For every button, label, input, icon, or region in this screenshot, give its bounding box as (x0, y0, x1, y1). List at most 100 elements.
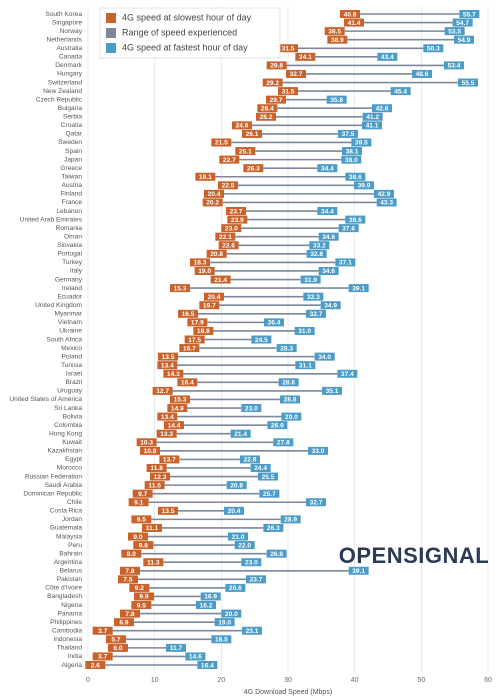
value-label: 29.0 (285, 414, 298, 421)
fast-marker (338, 129, 358, 138)
value-label: 38.6 (349, 174, 362, 181)
category-label: Tunisia (61, 362, 82, 369)
value-label: 9.2 (135, 585, 144, 592)
fast-marker (303, 292, 324, 301)
value-label: 16.5 (182, 311, 195, 318)
slow-marker (190, 258, 210, 267)
fast-marker (454, 35, 474, 44)
fast-marker (273, 438, 294, 447)
value-label: 32.3 (307, 294, 320, 301)
fast-marker (317, 207, 338, 216)
value-label: 17.5 (188, 337, 201, 344)
value-label: 10.3 (140, 440, 153, 447)
value-label: 28.6 (282, 380, 295, 387)
category-label: Algeria (61, 662, 82, 669)
category-label: Lebanon (56, 208, 82, 215)
fast-marker (242, 626, 262, 635)
value-label: 20.4 (208, 191, 221, 198)
value-label: 35.8 (330, 97, 343, 104)
fast-marker (276, 344, 297, 353)
value-label: 26.9 (271, 422, 284, 429)
category-label: Bahrain (59, 550, 82, 557)
value-label: 31.0 (298, 328, 311, 335)
value-label: 19.1 (199, 174, 212, 181)
fast-marker (318, 232, 339, 241)
slow-marker (120, 609, 140, 618)
value-label: 27.8 (277, 440, 290, 447)
category-label: Bangladesh (47, 593, 82, 600)
value-label: 20.8 (230, 482, 243, 489)
value-label: 31.1 (299, 362, 312, 369)
category-label: Kuwait (62, 439, 82, 446)
value-label: 29.8 (270, 63, 283, 70)
slow-marker (204, 292, 224, 301)
value-label: 20.4 (208, 294, 221, 301)
slow-marker (157, 361, 178, 370)
category-label: Italy (70, 268, 83, 275)
fast-marker (338, 224, 359, 233)
category-label: Taiwan (61, 174, 82, 181)
value-label: 23.7 (250, 577, 263, 584)
value-label: 7.8 (125, 611, 134, 618)
category-label: Romania (56, 225, 83, 232)
fast-marker (351, 138, 372, 147)
slow-marker (92, 626, 113, 635)
value-label: 48.6 (416, 71, 429, 78)
category-label: Saudi Arabia (45, 482, 83, 489)
slow-marker (266, 61, 287, 70)
category-label: Hong Kong (49, 430, 82, 437)
category-label: Singapore (52, 19, 82, 26)
category-label: Argentina (54, 559, 83, 566)
fast-marker (280, 395, 300, 404)
fast-marker (377, 52, 398, 61)
value-label: 25.1 (239, 148, 252, 155)
legend-swatch (106, 28, 116, 38)
slow-marker (142, 523, 162, 532)
fast-marker (228, 532, 248, 541)
x-tick-label: 50 (417, 677, 425, 684)
slow-marker (170, 395, 190, 404)
value-label: 34.6 (322, 268, 335, 275)
category-label: Oman (64, 233, 82, 240)
category-label: Panama (57, 610, 82, 617)
value-label: 28.4 (261, 105, 274, 112)
fast-marker (258, 472, 278, 481)
x-tick-label: 30 (284, 677, 292, 684)
fast-marker (412, 69, 432, 78)
value-label: 32.7 (290, 71, 303, 78)
slow-marker (146, 463, 167, 472)
category-label: South Africa (46, 336, 82, 343)
x-tick-label: 60 (484, 677, 492, 684)
fast-marker (341, 155, 362, 164)
category-label: Netherlands (46, 36, 82, 43)
value-label: 21.5 (215, 140, 228, 147)
slow-marker (106, 635, 126, 644)
fast-marker (267, 421, 288, 430)
fast-marker (308, 446, 328, 455)
value-label: 14.9 (171, 405, 184, 412)
value-label: 17.9 (191, 320, 204, 327)
fast-marker (240, 455, 260, 464)
slow-marker (242, 129, 262, 138)
fast-marker (294, 326, 315, 335)
category-label: Portugal (57, 251, 82, 258)
category-label: Mexico (61, 345, 82, 352)
value-label: 7.5 (123, 577, 132, 584)
value-label: 23.0 (225, 225, 238, 232)
value-label: 10.8 (144, 448, 157, 455)
value-label: 9.5 (137, 602, 146, 609)
value-label: 2.6 (91, 662, 100, 669)
category-label: Myanmar (55, 311, 83, 318)
legend-swatch (106, 13, 116, 23)
fast-marker (214, 618, 235, 627)
slow-marker (132, 489, 153, 498)
value-label: 34.4 (321, 165, 334, 172)
value-label: 29.7 (270, 97, 283, 104)
value-label: 53.5 (448, 28, 461, 35)
value-label: 26.3 (267, 525, 280, 532)
fast-marker (322, 386, 342, 395)
fast-marker (390, 87, 411, 96)
fast-marker (314, 352, 335, 361)
slow-marker (211, 138, 232, 147)
value-label: 9.7 (138, 491, 147, 498)
